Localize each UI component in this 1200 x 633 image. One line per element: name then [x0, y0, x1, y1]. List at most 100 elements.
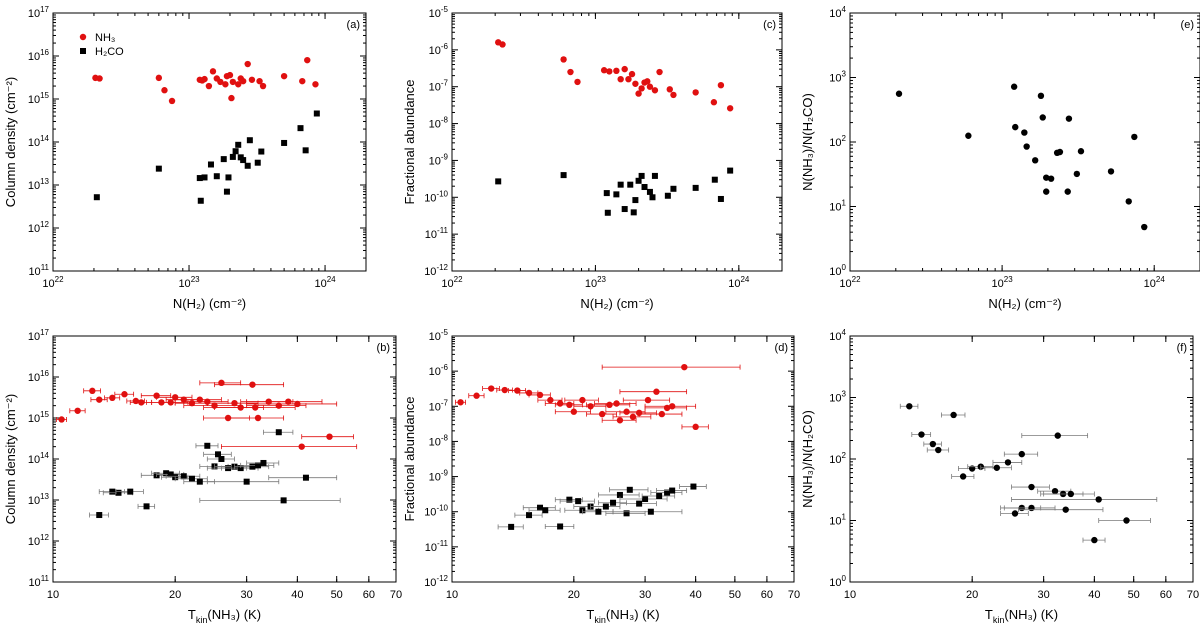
data-point — [161, 87, 168, 94]
data-point — [231, 399, 238, 407]
panel-c: 1022 1023 1024 10-12 10-11 10-10 10-9 10-8 10-7 1… — [402, 5, 783, 311]
data-point — [670, 185, 677, 192]
data-point — [537, 504, 544, 511]
data-point — [1107, 168, 1115, 175]
data-point — [647, 508, 654, 515]
data-point — [1021, 129, 1028, 136]
data-point — [201, 75, 208, 83]
data-point — [222, 81, 229, 88]
y-axis-label: Fractional abundance — [402, 396, 417, 521]
data-point — [717, 81, 725, 89]
data-point — [280, 72, 288, 80]
data-point — [228, 94, 235, 102]
data-point — [711, 176, 718, 183]
data-point — [495, 178, 502, 185]
y-tick-label: 1012 — [28, 220, 50, 235]
x-axis-label: N(H₂) (cm⁻²) — [580, 296, 653, 311]
data-point — [604, 209, 611, 216]
data-point — [1062, 506, 1069, 513]
data-point — [566, 401, 573, 409]
data-point — [567, 68, 574, 76]
data-point — [232, 148, 239, 155]
data-point — [246, 137, 253, 144]
data-point — [89, 387, 96, 395]
data-point — [473, 392, 480, 399]
data-point — [641, 184, 648, 191]
data-point — [616, 491, 623, 498]
data-point — [627, 181, 634, 188]
data-point — [226, 71, 234, 79]
y-tick-label: 10-10 — [424, 504, 448, 519]
data-point — [595, 508, 602, 515]
data-point — [281, 139, 288, 146]
data-point — [501, 386, 508, 394]
data-point — [197, 197, 204, 204]
y-tick-label: 1017 — [28, 328, 50, 343]
legend-label: NH₃ — [95, 32, 115, 44]
y-tick-label: 104 — [829, 328, 846, 343]
data-point — [235, 141, 242, 148]
data-point — [635, 177, 642, 184]
data-point — [918, 431, 925, 438]
data-point — [229, 153, 236, 160]
panel-label: (b) — [377, 342, 390, 354]
x-tick-label: 10 — [47, 589, 59, 601]
y-tick-label: 103 — [829, 390, 846, 405]
y-tick-label: 1015 — [28, 91, 50, 106]
data-point — [1091, 536, 1098, 544]
data-point — [1131, 133, 1138, 141]
data-point — [613, 191, 620, 198]
data-point — [610, 499, 617, 506]
data-point — [457, 399, 464, 406]
data-point — [260, 459, 267, 466]
data-point — [602, 503, 609, 510]
y-tick-label: 1014 — [28, 134, 50, 149]
data-point — [638, 172, 645, 179]
data-point — [1064, 188, 1071, 195]
data-point — [1123, 517, 1130, 524]
x-tick-label: 30 — [241, 589, 253, 601]
data-point — [255, 462, 262, 469]
data-point — [326, 433, 333, 440]
x-tick-label: 40 — [1088, 589, 1100, 601]
data-point — [670, 91, 677, 99]
data-point — [280, 497, 287, 504]
data-point — [1028, 483, 1035, 491]
data-point — [237, 465, 244, 472]
data-point — [644, 78, 651, 85]
data-point — [646, 188, 653, 195]
data-point — [666, 86, 673, 93]
x-tick-label: 1022 — [839, 275, 861, 290]
data-point — [692, 423, 699, 431]
y-tick-label: 1014 — [28, 451, 50, 466]
data-point — [895, 90, 903, 97]
data-point — [598, 410, 606, 418]
data-point — [201, 174, 208, 181]
legend-label: H₂CO — [95, 46, 124, 58]
data-point — [1051, 487, 1059, 495]
data-point — [613, 400, 620, 407]
data-point — [600, 67, 608, 74]
data-point — [96, 75, 103, 82]
series-square — [89, 429, 341, 519]
series-square — [495, 167, 734, 216]
data-point — [109, 488, 116, 495]
data-point — [1047, 175, 1055, 182]
data-point — [626, 486, 633, 493]
series-circle — [495, 39, 734, 112]
data-point — [526, 512, 533, 519]
x-tick-label: 50 — [1128, 589, 1140, 601]
x-tick-label: 40 — [690, 589, 702, 601]
panel-b: 10 20 30 40 50 60 70 1011 1012 1013 1014 1015 1016 10… — [3, 328, 402, 625]
data-point — [93, 194, 100, 201]
data-point — [616, 417, 624, 424]
data-point — [514, 387, 521, 394]
data-point — [1043, 188, 1050, 195]
data-point — [575, 498, 582, 505]
x-tick-label: 20 — [568, 589, 580, 601]
y-tick-label: 10-7 — [429, 398, 449, 413]
data-point — [217, 78, 224, 86]
data-point — [196, 396, 204, 403]
y-axis-label: Column density (cm⁻²) — [3, 394, 18, 524]
data-point — [1037, 92, 1045, 100]
